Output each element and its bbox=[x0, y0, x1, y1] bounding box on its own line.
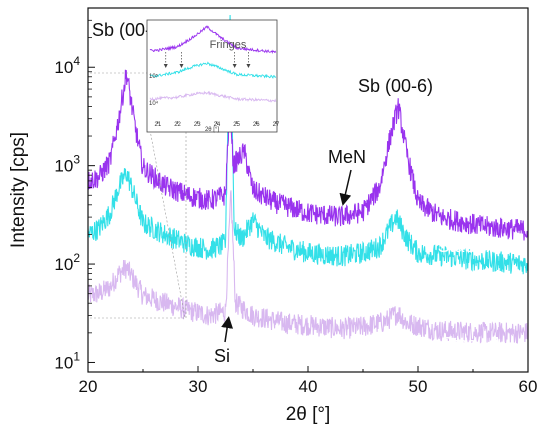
series-label-stack-a-star: Stack A* bbox=[438, 236, 507, 256]
x-tick-label: 20 bbox=[79, 377, 98, 396]
inset-series-line bbox=[149, 61, 277, 79]
y-tick-label: 102 bbox=[54, 251, 80, 274]
fringe-marker-arrow bbox=[232, 64, 237, 68]
inset-x-tick-label: 23 bbox=[194, 122, 201, 128]
inset-panel: Fringes 21 22 23 24 25 26 27 10⁵ 10⁴ 2θ [°] bbox=[146, 19, 280, 133]
series-label-stack-a: Stack A bbox=[440, 334, 501, 354]
x-tick-label: 30 bbox=[189, 377, 208, 396]
fringe-marker-arrow bbox=[179, 64, 184, 68]
inset-series-line bbox=[149, 90, 277, 103]
inset-y-tick-label: 10⁴ bbox=[149, 100, 159, 107]
series-label-stack-b: Stack B bbox=[440, 281, 502, 301]
y-axis-title: Intensity [cps] bbox=[8, 132, 29, 248]
annotation-sb-006: Sb (00-6) bbox=[358, 76, 433, 96]
inset-x-tick-label: 27 bbox=[273, 122, 280, 128]
inset-series-line bbox=[149, 25, 277, 54]
y-tick-label: 104 bbox=[54, 54, 80, 77]
inset-x-tick-label: 21 bbox=[155, 122, 162, 128]
inset-x-tick-label: 25 bbox=[233, 122, 240, 128]
fringe-marker-arrow bbox=[163, 64, 168, 68]
x-tick-label: 60 bbox=[519, 377, 538, 396]
inset-title: Fringes bbox=[210, 39, 247, 51]
x-tick-label: 50 bbox=[409, 377, 428, 396]
series-line-stack-b bbox=[88, 14, 528, 275]
fringe-marker-arrow bbox=[246, 64, 251, 68]
inset-x-tick-label: 22 bbox=[174, 122, 181, 128]
inset-x-axis-title: 2θ [°] bbox=[205, 127, 219, 133]
inset-y-tick-label: 10⁵ bbox=[149, 73, 159, 80]
men-arrow bbox=[339, 169, 352, 206]
series-line-stack-a bbox=[88, 190, 528, 345]
annotation-si: Si bbox=[214, 346, 230, 366]
y-tick-label: 103 bbox=[54, 153, 80, 176]
inset-x-tick-label: 24 bbox=[214, 122, 221, 128]
x-axis-title: 2θ [°] bbox=[286, 404, 331, 425]
si-arrow bbox=[221, 316, 234, 343]
y-tick-label: 101 bbox=[54, 349, 80, 372]
annotation-men: MeN bbox=[328, 147, 366, 167]
x-tick-label: 40 bbox=[299, 377, 318, 396]
inset-x-tick-label: 26 bbox=[253, 122, 260, 128]
